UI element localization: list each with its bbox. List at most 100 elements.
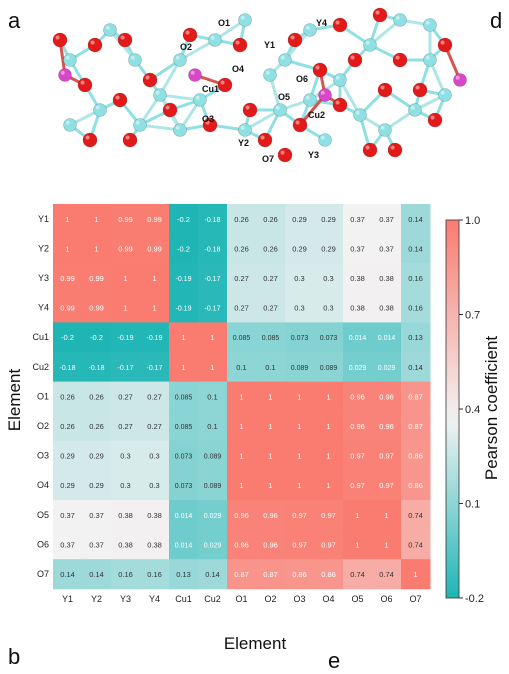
- heatmap-cell: [198, 470, 228, 501]
- heatmap-cell-label: 0.38: [147, 511, 162, 520]
- atom-labels: O1 Y4 O2 Y1 O4 O6 Cu1 O3 O5 Cu2 Y2 O7 Y3: [180, 18, 327, 164]
- heatmap-cell-label: 0.96: [234, 540, 249, 549]
- heatmap-cell: [53, 322, 83, 353]
- heatmap-cell-label: 0.87: [408, 392, 423, 401]
- heatmap-cell: [343, 352, 373, 383]
- heatmap-cell: [372, 263, 402, 294]
- heatmap-cell-label: 0.29: [292, 215, 307, 224]
- oxygen-atom: [202, 117, 218, 133]
- heatmap-cell: [169, 292, 199, 323]
- heatmap-cell-label: -0.2: [61, 333, 74, 342]
- heatmap-cell-label: 0.86: [321, 570, 336, 579]
- heatmap-cell-label: 0.87: [263, 570, 278, 579]
- oxygen-atom: [362, 142, 378, 158]
- colorbar: 1.0 0.7 0.4 0.1 -0.2: [445, 215, 484, 605]
- yttrium-atom: [93, 103, 107, 117]
- yttrium-atom: [363, 38, 377, 52]
- heatmap-cell-label: 0.3: [120, 452, 130, 461]
- heatmap-cell: [401, 322, 431, 353]
- heatmap-cell: [227, 559, 257, 590]
- heatmap-cell: [227, 529, 257, 560]
- heatmap-cell: [285, 500, 315, 531]
- heatmap-cell: [53, 381, 83, 412]
- colorbar-tick-label: 0.1: [465, 499, 480, 511]
- heatmap-cell: [82, 440, 112, 471]
- heatmap-cell-label: 0.014: [175, 513, 193, 520]
- heatmap-cell-label: 0.26: [263, 244, 278, 253]
- x-tick-label: O1: [235, 594, 247, 604]
- atom-label-y3: Y3: [308, 150, 319, 160]
- heatmap-cell: [227, 352, 257, 383]
- y-tick-label: O6: [37, 539, 49, 549]
- heatmap-cell-label: 0.27: [147, 422, 162, 431]
- heatmap-cell: [401, 263, 431, 294]
- atom-label-y4: Y4: [316, 18, 327, 28]
- heatmap-cell: [140, 381, 170, 412]
- heatmap-cell: [169, 440, 199, 471]
- copper-atom: [453, 73, 467, 87]
- heatmap-cell-label: 1: [239, 481, 243, 490]
- heatmap-cell-label: 1: [297, 452, 301, 461]
- heatmap-cell-label: 0.97: [379, 481, 394, 490]
- heatmap-cell-label: -0.2: [177, 215, 190, 224]
- heatmap-cell-label: -0.18: [60, 365, 76, 372]
- heatmap-cell: [314, 322, 344, 353]
- heatmap-cell-label: 1: [123, 304, 127, 313]
- y-tick-label: Y2: [38, 243, 49, 253]
- heatmap-cell-label: 0.96: [350, 392, 365, 401]
- heatmap-cell-label: 1: [384, 540, 388, 549]
- yttrium-atom: [408, 103, 422, 117]
- heatmap-cell-label: 0.27: [118, 422, 133, 431]
- heatmap-cell-label: 1: [239, 392, 243, 401]
- heatmap-cell: [82, 322, 112, 353]
- heatmap-cell-label: 0.87: [408, 422, 423, 431]
- heatmap-cell: [82, 470, 112, 501]
- heatmap-cell: [372, 292, 402, 323]
- x-tick-label: Y3: [120, 594, 131, 604]
- heatmap-cell: [227, 322, 257, 353]
- heatmap-cell-label: 0.1: [265, 363, 275, 372]
- heatmap-cell: [227, 233, 257, 264]
- heatmap-cell-label: 0.27: [118, 392, 133, 401]
- copper-atom: [58, 68, 72, 82]
- heatmap-cell: [343, 529, 373, 560]
- heatmap-cell-label: 0.99: [118, 244, 133, 253]
- heatmap-cell: [53, 204, 83, 235]
- y-tick-label: Y4: [38, 303, 49, 313]
- heatmap-cell-label: 0.085: [175, 394, 193, 401]
- heatmap-cell: [401, 440, 431, 471]
- heatmap-cell: [169, 411, 199, 442]
- heatmap-cell-label: 1: [268, 422, 272, 431]
- heatmap-cell-label: 0.085: [262, 335, 280, 342]
- heatmap-cell-label: 0.26: [263, 215, 278, 224]
- heatmap-cell-label: 0.29: [89, 452, 104, 461]
- heatmap-cell-label: 0.3: [323, 274, 333, 283]
- heatmap-cell-label: 0.99: [60, 304, 75, 313]
- heatmap-cell: [111, 233, 141, 264]
- atom-label-o7: O7: [262, 154, 274, 164]
- heatmap-cell: [372, 440, 402, 471]
- heatmap-cell: [227, 292, 257, 323]
- heatmap-cell: [198, 263, 228, 294]
- heatmap-cell-label: 0.96: [379, 392, 394, 401]
- heatmap-cell-label: 1: [326, 481, 330, 490]
- heatmap-cell-label: -0.17: [205, 276, 221, 283]
- heatmap-cell: [140, 263, 170, 294]
- y-tick-label: Cu2: [32, 362, 49, 372]
- heatmap-cell: [285, 529, 315, 560]
- heatmap-cell: [401, 470, 431, 501]
- oxygen-atom: [257, 132, 273, 148]
- heatmap-cell-label: 0.13: [408, 333, 423, 342]
- heatmap-cell-label: 0.3: [149, 452, 159, 461]
- heatmap-cell-label: 0.029: [204, 542, 222, 549]
- heatmap-cell: [314, 204, 344, 235]
- heatmap-cell: [227, 263, 257, 294]
- heatmap-cell-label: 1: [65, 215, 69, 224]
- heatmap-cell: [198, 529, 228, 560]
- heatmap-cell: [314, 381, 344, 412]
- oxygen-atom: [392, 52, 408, 68]
- x-tick-label: Y4: [149, 594, 160, 604]
- heatmap-cell: [82, 263, 112, 294]
- heatmap-cell-label: 0.014: [349, 335, 367, 342]
- heatmap-cell: [401, 352, 431, 383]
